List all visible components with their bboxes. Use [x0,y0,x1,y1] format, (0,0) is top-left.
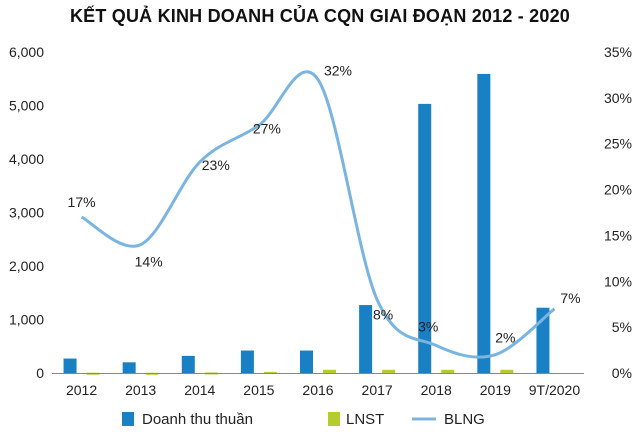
data-label-blng: 27% [253,120,281,136]
line-blng [80,70,556,359]
y-right-tick-label: 25% [604,136,632,152]
x-tick-label: 2018 [421,382,452,398]
y-right-tick-label: 30% [604,90,632,106]
bar-doanh-thu-thuan [300,350,313,373]
bar-lnst [323,369,336,373]
bar-lnst [441,369,455,373]
y-left-tick-label: 1,000 [9,312,44,328]
data-label-blng: 3% [418,318,438,334]
x-tick-label: 2014 [184,382,215,398]
y-left-tick-label: 0 [36,365,44,381]
legend-label-lnst: LNST [346,411,384,428]
bar-doanh-thu-thuan [122,362,136,373]
bar-doanh-thu-thuan [418,103,432,374]
y-left-tick-label: 4,000 [9,151,44,167]
data-label-blng: 2% [495,330,515,346]
data-label-blng: 7% [560,290,580,306]
data-label-blng: 17% [68,194,96,210]
data-label-blng: 32% [324,63,352,79]
y-right-tick-label: 15% [604,227,632,243]
bar-lnst [382,369,396,373]
y-right-tick-label: 0% [612,365,632,381]
data-label-blng: 14% [135,254,163,270]
legend-label-blng: BLNG [444,411,485,428]
chart-title: KẾT QUẢ KINH DOANH CỦA CQN GIAI ĐOẠN 201… [69,6,570,26]
y-right-tick-label: 20% [604,182,632,198]
legend-swatch-doanh-thu-thuan [122,412,134,426]
bar-lnst [263,371,277,374]
bar-doanh-thu-thuan [240,350,254,373]
data-label-blng: 23% [202,157,230,173]
legend-swatch-lnst [328,412,340,426]
x-tick-label: 2016 [302,382,333,398]
bar-doanh-thu-thuan [477,73,491,373]
legend-label-doanh-thu-thuan: Doanh thu thuần [142,411,253,428]
y-right-tick-label: 10% [604,273,632,289]
y-left-tick-label: 2,000 [9,258,44,274]
bar-doanh-thu-thuan [181,355,195,373]
y-left-tick-label: 6,000 [9,44,44,60]
bar-lnst [500,369,514,373]
y-right-tick-label: 35% [604,44,632,60]
bar-doanh-thu-thuan [63,358,77,373]
x-tick-label: 2017 [362,382,393,398]
x-tick-label: 2012 [66,382,97,398]
x-tick-label: 2015 [243,382,274,398]
x-tick-label: 9T/2020 [529,382,581,398]
bar-doanh-thu-thuan [359,305,373,373]
y-left-tick-label: 3,000 [9,205,44,221]
data-label-blng: 8% [373,307,393,323]
x-tick-label: 2013 [125,382,156,398]
x-tick-label: 2019 [480,382,511,398]
y-right-tick-label: 5% [612,319,632,335]
y-left-tick-label: 5,000 [9,98,44,114]
